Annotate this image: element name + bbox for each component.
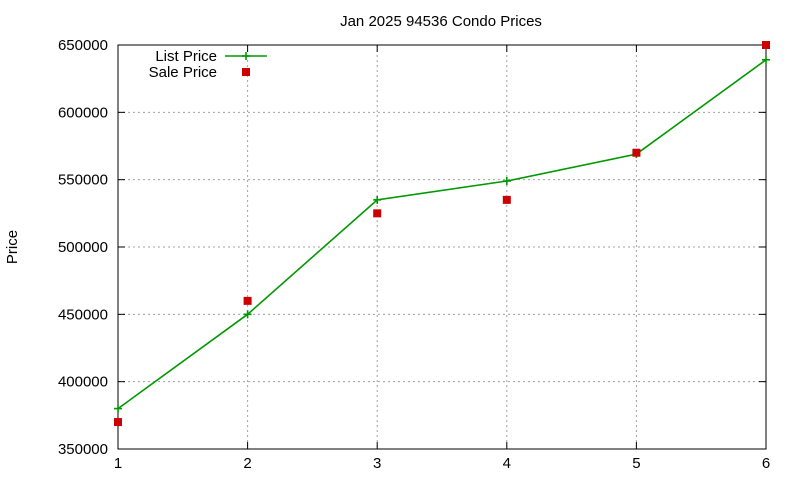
data-point [502,177,511,186]
chart-title: Jan 2025 94536 Condo Prices [340,13,542,30]
legend-marker [242,52,250,60]
x-tick-label: 3 [373,455,381,472]
y-tick-label: 350000 [58,441,108,458]
y-tick-label: 450000 [58,306,108,323]
data-point [243,310,252,319]
y-axis-label: Price [4,230,21,264]
series-layer [114,41,770,427]
x-tick-label: 2 [243,455,251,472]
x-tick-label: 6 [762,455,770,472]
legend-marker [242,68,250,76]
y-tick-label: 600000 [58,104,108,121]
y-tick-labels: 350000 400000 450000 500000 550000 600000 6500… [58,37,108,458]
x-tick-labels: 1 2 3 4 5 6 [114,455,770,472]
grid-lines [118,45,766,449]
data-point [114,418,122,427]
series-2 [114,41,770,427]
data-point [373,195,382,204]
data-point [243,296,252,305]
data-point [373,209,382,218]
x-tick-label: 4 [503,455,511,472]
data-point [114,404,122,413]
data-point [502,195,511,204]
x-tick-label: 1 [114,455,122,472]
series-line [117,59,767,410]
legend-label: List Price [155,48,217,65]
plot-frame [117,44,767,450]
series-1 [114,55,770,413]
y-tick-label: 650000 [58,37,108,54]
legend-label: Sale Price [149,64,217,81]
data-point [632,148,641,157]
x-tick-label: 5 [632,455,640,472]
data-point [762,41,770,49]
y-tick-label: 400000 [58,374,108,391]
data-point [762,55,770,64]
y-tick-label: 500000 [58,239,108,256]
y-tick-label: 550000 [58,172,108,189]
